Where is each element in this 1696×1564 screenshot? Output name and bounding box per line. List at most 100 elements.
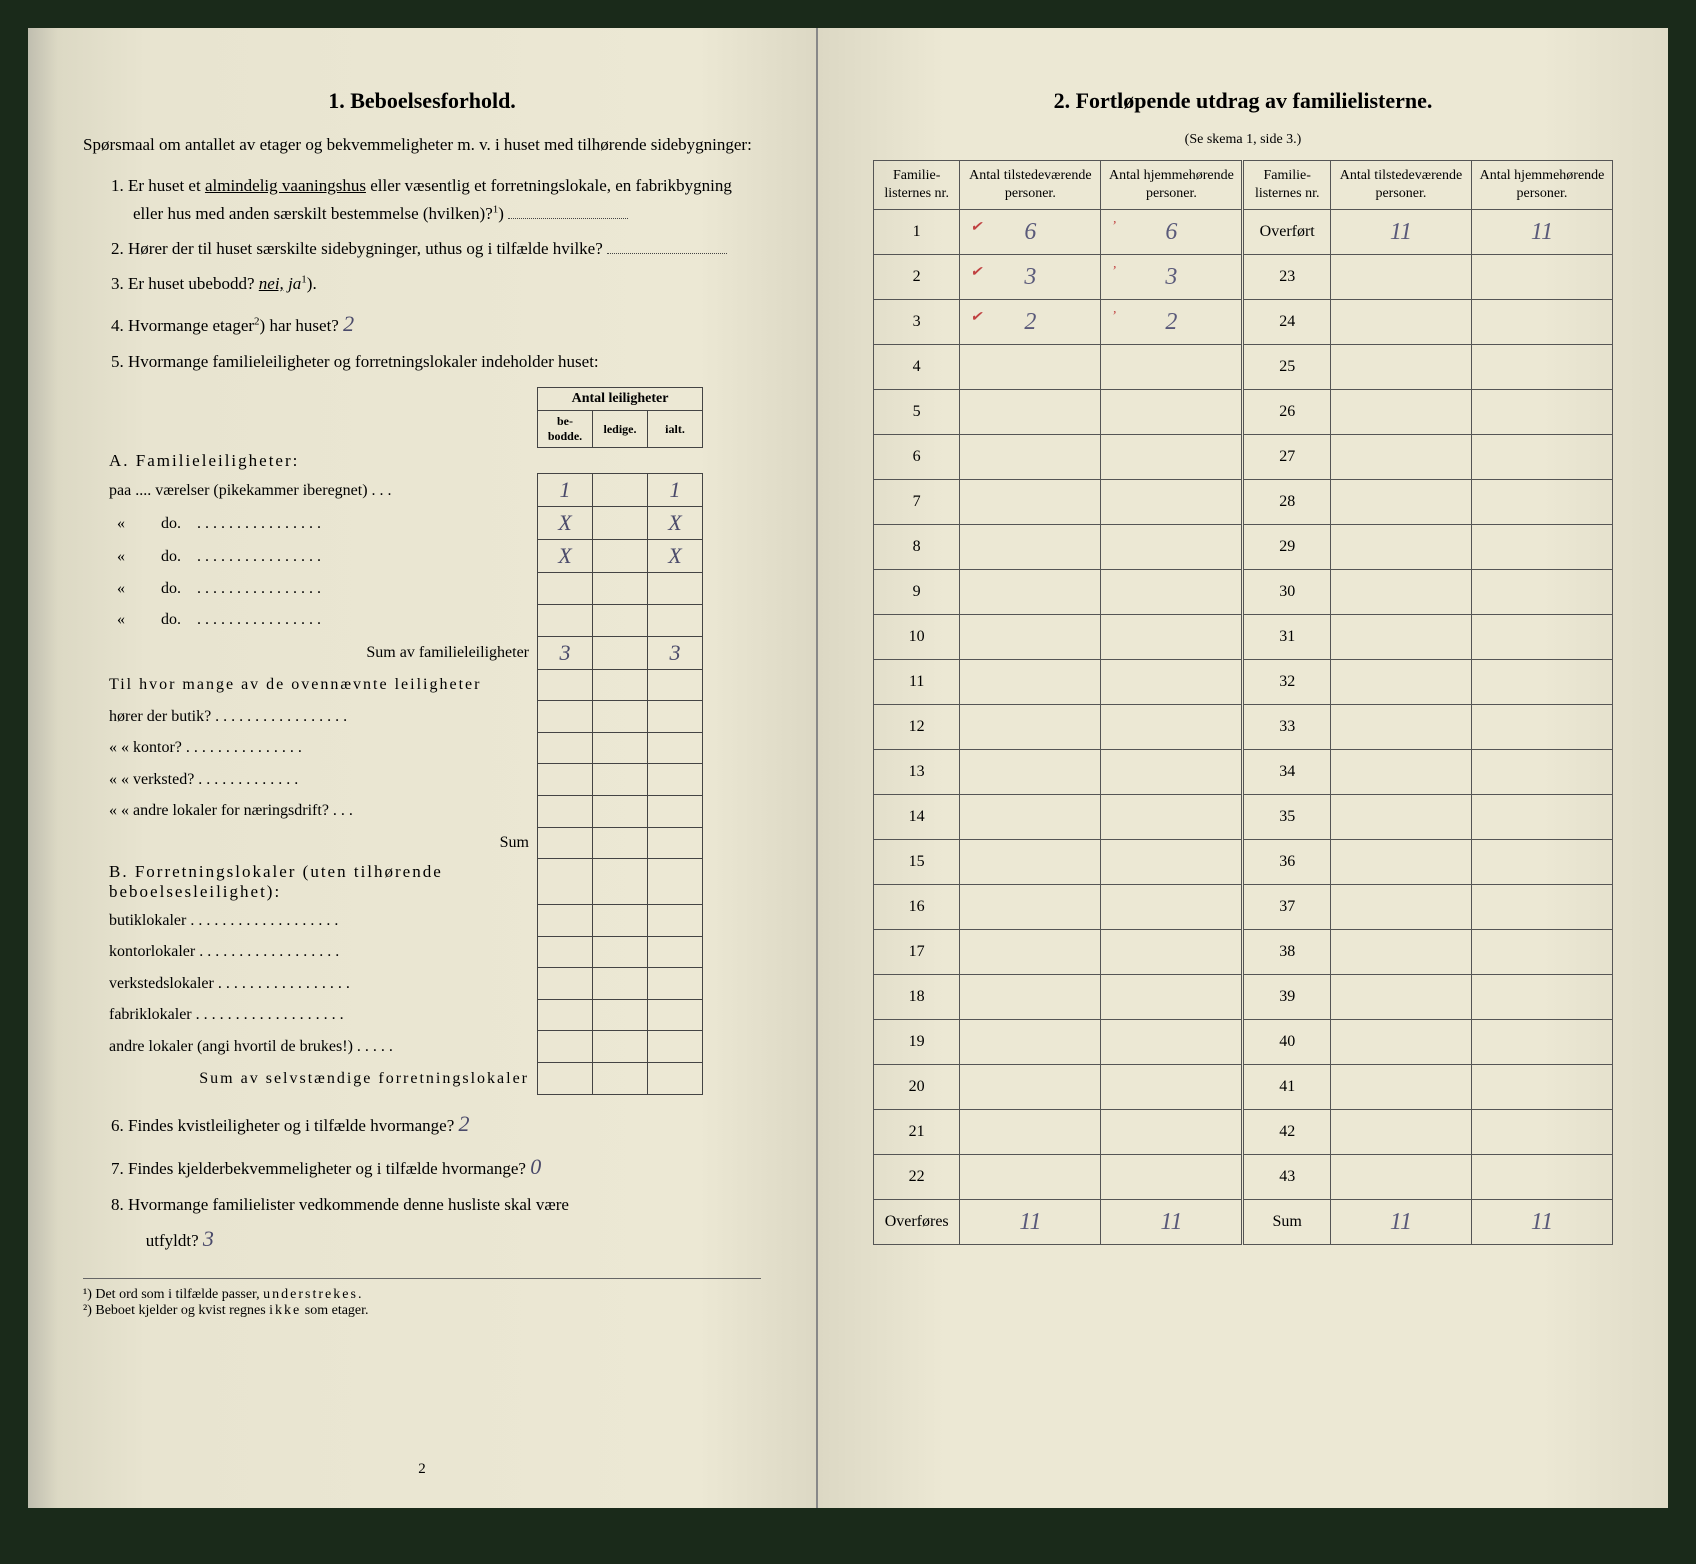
row-til-r — [1330, 525, 1471, 570]
row-til-r — [1330, 885, 1471, 930]
leiligheter-table: Antal leiligheter be-bodde. ledige. ialt… — [103, 387, 703, 1094]
row-til — [960, 390, 1101, 435]
tbl-h3: ialt. — [648, 411, 703, 448]
a3-bebodde: X — [538, 540, 593, 573]
tbl-h2: ledige. — [593, 411, 648, 448]
overfores-label: Overføres — [874, 1200, 960, 1245]
q1-text: 1. Er huset et almindelig vaaningshus el… — [111, 176, 732, 224]
row-nr-r: 38 — [1243, 930, 1330, 975]
row-nr-r: 32 — [1243, 660, 1330, 705]
row-nr: 4 — [874, 345, 960, 390]
row-hjem — [1101, 750, 1243, 795]
row-a5: « do. . . . . . . . . . . . . . . . . — [103, 604, 538, 636]
overfores-til: 11 — [960, 1200, 1101, 1245]
row-til-r — [1330, 795, 1471, 840]
row-nr: 11 — [874, 660, 960, 705]
row-til — [960, 975, 1101, 1020]
th-nr-2: Familie-listernes nr. — [1243, 161, 1330, 210]
row-til — [960, 840, 1101, 885]
row-til — [960, 1110, 1101, 1155]
row-a2: « do. . . . . . . . . . . . . . . . . — [103, 507, 538, 540]
row-hjem-r — [1471, 885, 1612, 930]
row-nr: 2 — [874, 255, 960, 300]
q3-ja: ja — [288, 274, 301, 293]
row-til-r — [1330, 750, 1471, 795]
th-til-1: Antal tilstedeværende personer. — [960, 161, 1101, 210]
sum-til: 11 — [1330, 1200, 1471, 1245]
row-til — [960, 435, 1101, 480]
row-til-r: 11 — [1330, 210, 1471, 255]
row-hjem-r — [1471, 795, 1612, 840]
row-nr-r: 26 — [1243, 390, 1330, 435]
b3: verkstedslokaler . . . . . . . . . . . .… — [103, 968, 538, 1000]
row-til-r — [1330, 1065, 1471, 1110]
row-hjem — [1101, 660, 1243, 705]
row-hjem — [1101, 480, 1243, 525]
row-nr: 14 — [874, 795, 960, 840]
row-til-r — [1330, 840, 1471, 885]
row-hjem: ʼ2 — [1101, 300, 1243, 345]
row-nr: 6 — [874, 435, 960, 480]
row-hjem-r — [1471, 840, 1612, 885]
row-a1: paa .... værelser (pikekammer iberegnet)… — [103, 474, 538, 507]
question-list-2: 6. Findes kvistleiligheter og i tilfælde… — [83, 1105, 761, 1258]
row-nr-r: 23 — [1243, 255, 1330, 300]
til1: hører der butik? . . . . . . . . . . . .… — [103, 701, 538, 733]
question-list: 1. Er huset et almindelig vaaningshus el… — [83, 172, 761, 378]
row-til-r — [1330, 255, 1471, 300]
row-til — [960, 885, 1101, 930]
row-nr: 15 — [874, 840, 960, 885]
row-hjem-r — [1471, 750, 1612, 795]
row-til — [960, 930, 1101, 975]
row-nr: 20 — [874, 1065, 960, 1110]
q5: 5. Hvormange familieleiligheter og forre… — [111, 348, 761, 377]
row-nr-r: 40 — [1243, 1020, 1330, 1065]
row-til — [960, 705, 1101, 750]
row-til: ✔6 — [960, 210, 1101, 255]
row-hjem: ʼ3 — [1101, 255, 1243, 300]
row-hjem — [1101, 705, 1243, 750]
q2: 2. Hører der til huset særskilte sidebyg… — [111, 235, 761, 264]
q8b-text: utfyldt? — [146, 1231, 199, 1250]
suma-bebodde: 3 — [538, 636, 593, 669]
b1: butiklokaler . . . . . . . . . . . . . .… — [103, 905, 538, 937]
a3-ialt: X — [648, 540, 703, 573]
row-nr-r: 39 — [1243, 975, 1330, 1020]
row-nr: 19 — [874, 1020, 960, 1065]
til2: « « kontor? . . . . . . . . . . . . . . … — [103, 732, 538, 764]
row-hjem-r — [1471, 615, 1612, 660]
b2: kontorlokaler . . . . . . . . . . . . . … — [103, 936, 538, 968]
q7-answer: 0 — [530, 1154, 541, 1179]
q6-text: 6. Findes kvistleiligheter og i tilfælde… — [111, 1116, 454, 1135]
row-nr: 8 — [874, 525, 960, 570]
row-hjem — [1101, 930, 1243, 975]
b4: fabriklokaler . . . . . . . . . . . . . … — [103, 999, 538, 1031]
row-til-r — [1330, 300, 1471, 345]
row-hjem — [1101, 390, 1243, 435]
row-hjem — [1101, 975, 1243, 1020]
row-nr-r: 33 — [1243, 705, 1330, 750]
row-hjem — [1101, 840, 1243, 885]
book-spread: 1. Beboelsesforhold. Spørsmaal om antall… — [28, 28, 1668, 1508]
row-nr: 10 — [874, 615, 960, 660]
row-hjem-r — [1471, 705, 1612, 750]
row-nr-r: 31 — [1243, 615, 1330, 660]
sum-label: Sum — [1243, 1200, 1330, 1245]
til4: « « andre lokaler for næringsdrift? . . … — [103, 795, 538, 827]
row-nr: 17 — [874, 930, 960, 975]
fn1: ¹) Det ord som i tilfælde passer, unders… — [83, 1287, 761, 1303]
overfores-hjem: 11 — [1101, 1200, 1243, 1245]
row-hjem-r — [1471, 435, 1612, 480]
q4-answer: 2 — [343, 311, 354, 336]
th-til-2: Antal tilstedeværende personer. — [1330, 161, 1471, 210]
row-hjem — [1101, 570, 1243, 615]
familielister-table: Familie-listernes nr. Antal tilstedevære… — [873, 160, 1613, 1245]
row-hjem-r — [1471, 525, 1612, 570]
suma-ialt: 3 — [648, 636, 703, 669]
row-til-r — [1330, 615, 1471, 660]
row-til — [960, 615, 1101, 660]
row-a4: « do. . . . . . . . . . . . . . . . . — [103, 573, 538, 605]
row-a3: « do. . . . . . . . . . . . . . . . . — [103, 540, 538, 573]
a2-ialt: X — [648, 507, 703, 540]
til3: « « verksted? . . . . . . . . . . . . . — [103, 764, 538, 796]
